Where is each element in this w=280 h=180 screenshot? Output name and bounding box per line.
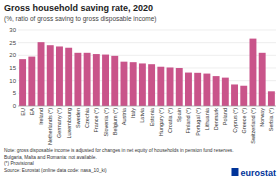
y-tick-label: 5 bbox=[13, 90, 17, 96]
bar bbox=[121, 62, 128, 106]
bar bbox=[157, 67, 164, 106]
y-tick-label: 20 bbox=[9, 52, 16, 58]
x-tick-label: Portugal (*) bbox=[195, 108, 201, 136]
x-tick-label: Greece (*) bbox=[241, 108, 247, 134]
bar bbox=[47, 45, 54, 106]
subtitle: (%, ratio of gross saving to gross dispo… bbox=[4, 15, 156, 23]
x-tick-label: Slovenia (*) bbox=[103, 108, 109, 137]
note: Bulgaria, Malta and Romania: not availab… bbox=[4, 155, 97, 160]
grid-line bbox=[18, 42, 276, 43]
bar bbox=[84, 53, 91, 106]
x-axis-line bbox=[18, 106, 276, 107]
bar bbox=[268, 91, 275, 106]
x-tick-label: Croatia (*) bbox=[167, 108, 173, 133]
x-tick-label: Serbia (*) bbox=[268, 108, 274, 131]
note: Note: gross disposable income is adjuste… bbox=[4, 148, 234, 153]
note: Source: Eurostat (online data code: nasa… bbox=[4, 168, 107, 173]
y-tick-label: 30 bbox=[9, 27, 16, 33]
bar bbox=[130, 62, 137, 106]
x-tick-label: Germany (*) bbox=[56, 108, 62, 138]
bar bbox=[213, 76, 220, 106]
x-tick-label: Czechia bbox=[84, 107, 90, 128]
logo-square bbox=[231, 168, 238, 176]
bar bbox=[203, 74, 210, 106]
bars bbox=[19, 39, 275, 106]
bar bbox=[19, 59, 26, 106]
x-tick-label: EA bbox=[29, 108, 35, 116]
bar bbox=[65, 48, 72, 106]
bar bbox=[259, 53, 266, 106]
bar bbox=[231, 84, 238, 106]
y-tick-label: 15 bbox=[9, 65, 16, 71]
x-tick-label: Italy bbox=[130, 108, 136, 118]
bar bbox=[139, 63, 146, 106]
x-tick-label: Lithuania bbox=[204, 107, 210, 130]
x-tick-label: Poland bbox=[222, 108, 228, 125]
bar bbox=[111, 56, 118, 106]
x-tick-label: Hungary (*) bbox=[158, 108, 164, 136]
x-tick-label: Austria bbox=[121, 107, 127, 125]
bar bbox=[185, 73, 192, 106]
bar bbox=[93, 54, 100, 106]
grid-line bbox=[18, 30, 276, 31]
bar bbox=[148, 64, 155, 106]
x-tick-label: Belgium (*) bbox=[112, 108, 118, 135]
x-tick-label: France (*) bbox=[93, 108, 99, 133]
x-tick-label: Luxembourg bbox=[66, 108, 72, 139]
bar bbox=[176, 68, 183, 106]
x-tick-label: Sweden bbox=[75, 108, 81, 128]
x-tick-label: Denmark bbox=[213, 108, 219, 131]
note: (*) Provisional bbox=[4, 161, 34, 166]
x-tick-label: Estonia bbox=[149, 107, 155, 126]
logo-text: eurostat bbox=[240, 168, 276, 178]
x-tick-label: Netherlands (*) bbox=[47, 108, 53, 145]
x-tick-label: Cyprus (*) bbox=[232, 108, 238, 133]
bar bbox=[56, 46, 63, 106]
bar bbox=[74, 53, 81, 106]
y-tick-label: 0 bbox=[13, 103, 17, 109]
x-tick-label: Switzerland (*) bbox=[250, 108, 256, 144]
x-tick-label: Norway bbox=[259, 108, 265, 127]
title: Gross household saving rate, 2020 bbox=[4, 3, 153, 13]
bar bbox=[250, 39, 257, 106]
bar bbox=[28, 57, 35, 106]
x-tick-label: Ireland bbox=[38, 108, 44, 125]
x-tick-label: Finland (*) bbox=[185, 108, 191, 134]
bar bbox=[167, 67, 174, 106]
bar bbox=[222, 78, 229, 106]
y-tick-label: 25 bbox=[9, 40, 16, 46]
x-tick-label: EU bbox=[20, 108, 26, 116]
bar bbox=[194, 73, 201, 106]
bar bbox=[240, 86, 247, 106]
chart: Gross household saving rate, 2020 (%, rat… bbox=[0, 0, 280, 180]
y-tick-label: 10 bbox=[9, 78, 16, 84]
bar bbox=[38, 42, 45, 106]
bar bbox=[102, 55, 109, 106]
x-tick-label: Spain bbox=[176, 108, 182, 122]
x-tick-label: Latvia bbox=[139, 107, 145, 123]
